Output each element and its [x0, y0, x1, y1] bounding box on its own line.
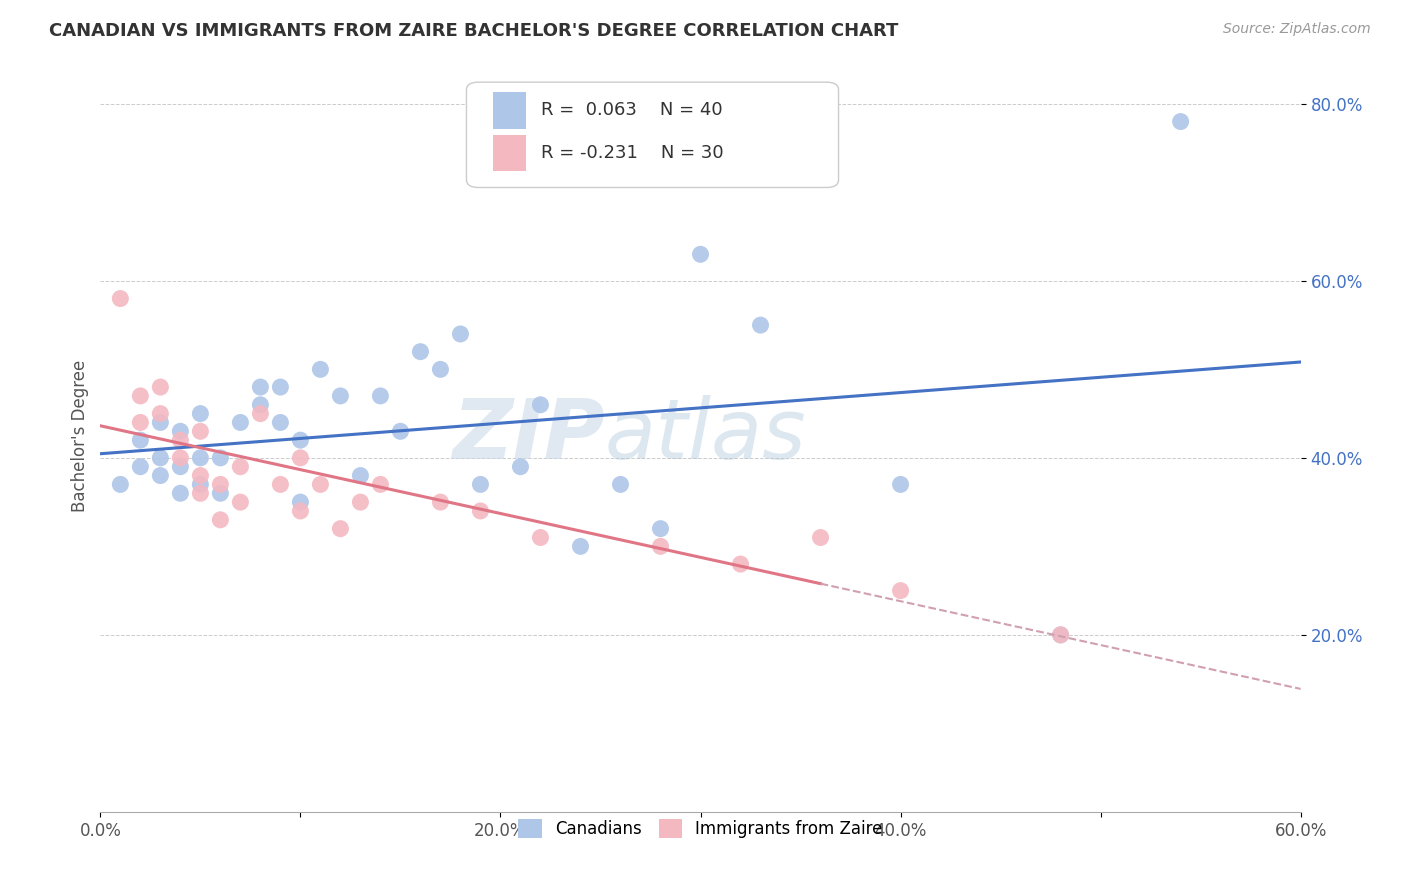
Point — [370, 389, 392, 403]
Text: atlas: atlas — [605, 395, 806, 476]
Point — [229, 459, 252, 474]
Text: R = -0.231    N = 30: R = -0.231 N = 30 — [541, 144, 724, 161]
Point — [290, 433, 312, 447]
Point — [209, 450, 232, 465]
Point — [309, 362, 332, 376]
Point — [129, 459, 152, 474]
Text: R =  0.063    N = 40: R = 0.063 N = 40 — [541, 102, 723, 120]
Point — [169, 425, 191, 439]
FancyBboxPatch shape — [494, 93, 526, 128]
Point — [110, 477, 132, 491]
Point — [650, 540, 672, 554]
Point — [329, 389, 352, 403]
Point — [190, 425, 212, 439]
Point — [429, 495, 451, 509]
Point — [149, 407, 172, 421]
Y-axis label: Bachelor's Degree: Bachelor's Degree — [72, 359, 89, 512]
Point — [190, 450, 212, 465]
Point — [149, 450, 172, 465]
Point — [890, 583, 912, 598]
Point — [110, 292, 132, 306]
FancyBboxPatch shape — [494, 135, 526, 171]
Point — [689, 247, 711, 261]
Point — [470, 504, 492, 518]
Point — [290, 504, 312, 518]
Point — [349, 468, 371, 483]
Point — [249, 380, 271, 394]
Point — [169, 450, 191, 465]
Point — [329, 522, 352, 536]
Point — [389, 425, 412, 439]
Point — [349, 495, 371, 509]
Point — [290, 495, 312, 509]
Point — [209, 486, 232, 500]
Point — [529, 531, 551, 545]
Point — [730, 557, 752, 571]
Point — [269, 416, 291, 430]
Point — [309, 477, 332, 491]
Point — [290, 450, 312, 465]
Point — [449, 326, 471, 341]
Point — [890, 477, 912, 491]
Point — [749, 318, 772, 332]
Point — [1049, 628, 1071, 642]
Point — [650, 522, 672, 536]
Point — [149, 380, 172, 394]
FancyBboxPatch shape — [467, 82, 838, 187]
Point — [409, 344, 432, 359]
Point — [149, 468, 172, 483]
Point — [169, 486, 191, 500]
Point — [1170, 114, 1192, 128]
Text: ZIP: ZIP — [451, 395, 605, 476]
Legend: Canadians, Immigrants from Zaire: Canadians, Immigrants from Zaire — [512, 813, 889, 845]
Point — [209, 513, 232, 527]
Point — [190, 477, 212, 491]
Point — [190, 407, 212, 421]
Point — [190, 468, 212, 483]
Point — [370, 477, 392, 491]
Point — [470, 477, 492, 491]
Point — [529, 398, 551, 412]
Point — [209, 477, 232, 491]
Point — [810, 531, 832, 545]
Point — [249, 398, 271, 412]
Point — [129, 389, 152, 403]
Point — [429, 362, 451, 376]
Text: CANADIAN VS IMMIGRANTS FROM ZAIRE BACHELOR'S DEGREE CORRELATION CHART: CANADIAN VS IMMIGRANTS FROM ZAIRE BACHEL… — [49, 22, 898, 40]
Point — [129, 416, 152, 430]
Point — [1049, 628, 1071, 642]
Point — [569, 540, 592, 554]
Point — [169, 459, 191, 474]
Point — [129, 433, 152, 447]
Text: Source: ZipAtlas.com: Source: ZipAtlas.com — [1223, 22, 1371, 37]
Point — [509, 459, 531, 474]
Point — [269, 380, 291, 394]
Point — [229, 416, 252, 430]
Point — [169, 433, 191, 447]
Point — [609, 477, 631, 491]
Point — [249, 407, 271, 421]
Point — [269, 477, 291, 491]
Point — [149, 416, 172, 430]
Point — [190, 486, 212, 500]
Point — [229, 495, 252, 509]
